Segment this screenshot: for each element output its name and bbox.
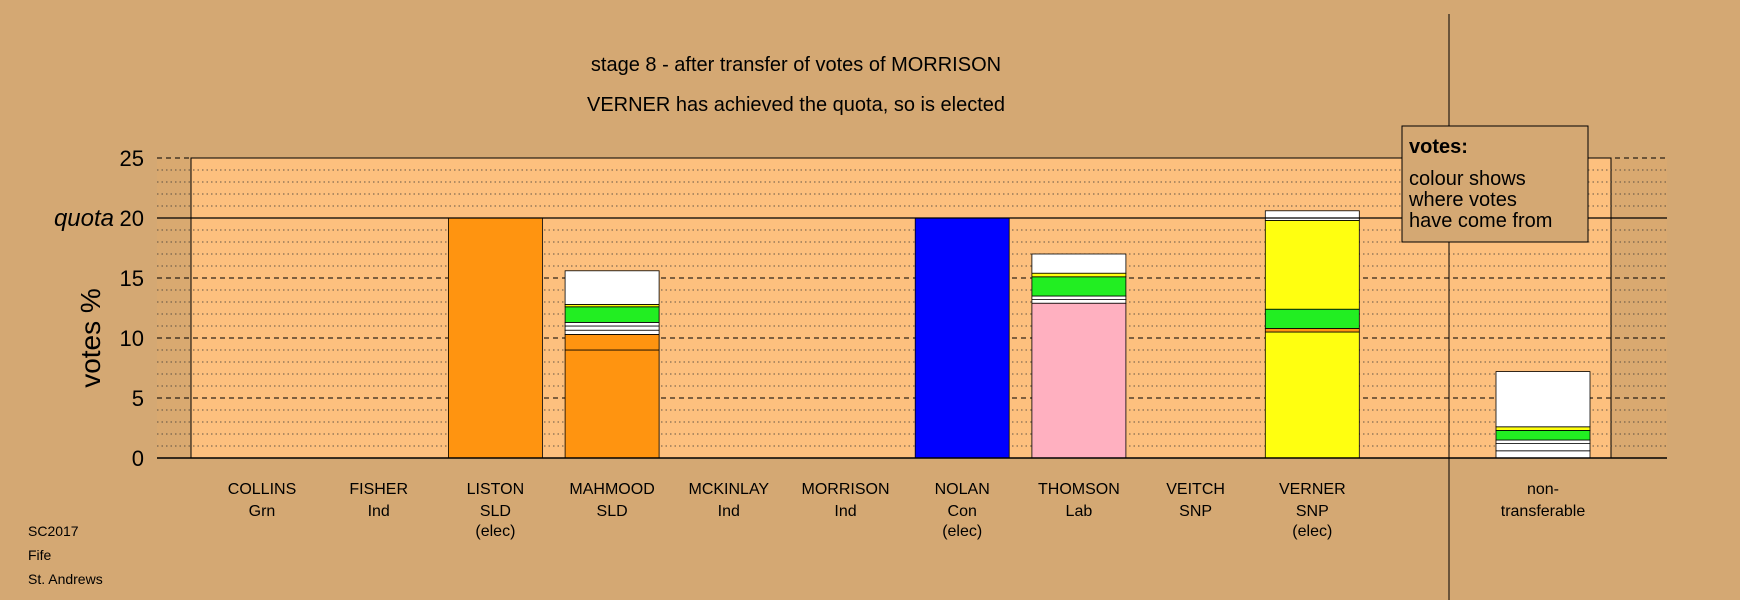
plot-inner: [190, 157, 1612, 459]
x-label-veitch-party: SNP: [1179, 503, 1212, 520]
x-label-liston-party: SLD: [480, 503, 511, 520]
bar-verner-segment-4: [1264, 219, 1360, 310]
x-label-verner-name: VERNER: [1279, 481, 1346, 498]
x-label-collins-party: Grn: [249, 503, 276, 520]
x-label-verner-party: SNP: [1296, 503, 1329, 520]
bar-nontransferable-segment-2: [1495, 443, 1591, 452]
x-label-verner-status: (elec): [1292, 523, 1332, 540]
bar-thomson-segment-6: [1031, 253, 1127, 274]
x-label-nolan-name: NOLAN: [935, 481, 990, 498]
y-tick-label: 10: [120, 326, 144, 351]
x-label-nolan-status: (elec): [942, 523, 982, 540]
x-label-nontransferable-2: transferable: [1501, 503, 1586, 520]
bar-thomson-segment-1: [1031, 302, 1127, 459]
x-label-collins-name: COLLINS: [228, 481, 296, 498]
y-tick-label: 5: [132, 386, 144, 411]
x-label-mckinlay-name: MCKINLAY: [688, 481, 769, 498]
x-label-thomson-party: Lab: [1066, 503, 1093, 520]
footer-council: Fife: [28, 547, 52, 563]
x-label-mahmood-party: SLD: [597, 503, 628, 520]
x-label-nolan-party: Con: [948, 503, 977, 520]
legend-line-2: where votes: [1408, 189, 1517, 211]
legend-box: votes: colour shows where votes have com…: [1401, 125, 1589, 243]
bar-mahmood-segment-2: [564, 333, 660, 351]
bar-thomson-segment-2: [1031, 299, 1127, 304]
y-tick-label: 15: [120, 266, 144, 291]
bar-verner-segment-2: [1264, 327, 1360, 333]
bar-mahmood-segment-5: [564, 321, 660, 327]
x-label-liston-status: (elec): [475, 523, 515, 540]
chart-title: stage 8 - after transfer of votes of MOR…: [591, 54, 1001, 76]
bar-thomson-segment-4: [1031, 276, 1127, 297]
bar-mahmood-segment-3: [564, 329, 660, 335]
bar-thomson-segment-3: [1031, 295, 1127, 300]
x-label-fisher-name: FISHER: [349, 481, 408, 498]
x-label-thomson-name: THOMSON: [1038, 481, 1120, 498]
footer-election: SC2017: [28, 523, 79, 539]
legend-line-1: colour shows: [1409, 168, 1526, 190]
x-label-fisher-party: Ind: [368, 503, 390, 520]
legend-line-3: have come from: [1409, 210, 1552, 232]
bar-verner-segment-3: [1264, 308, 1360, 329]
bar-nontransferable-segment-4: [1495, 429, 1591, 441]
x-label-mahmood-name: MAHMOOD: [569, 481, 654, 498]
bar-verner-segment-1: [1264, 331, 1360, 459]
bar-nontransferable-segment-3: [1495, 439, 1591, 444]
bar-mahmood-segment-6: [564, 306, 660, 323]
bar-nolan-segment-1: [914, 217, 1010, 459]
x-label-nontransferable-1: non-: [1527, 481, 1559, 498]
footer-ward: St. Andrews: [28, 571, 103, 587]
bar-thomson-segment-5: [1031, 272, 1127, 278]
x-label-liston-name: LISTON: [467, 481, 525, 498]
bar-nontransferable-segment-1: [1495, 450, 1591, 459]
chart-subtitle: VERNER has achieved the quota, so is ele…: [587, 94, 1005, 116]
x-label-veitch-name: VEITCH: [1166, 481, 1225, 498]
x-label-morrison-name: MORRISON: [802, 481, 890, 498]
y-tick-label: 0: [132, 446, 144, 471]
bar-liston-segment-1: [447, 217, 543, 459]
bar-mahmood-segment-1: [564, 349, 660, 459]
x-label-mckinlay-party: Ind: [718, 503, 740, 520]
bar-nontransferable-segment-5: [1495, 426, 1591, 431]
x-label-morrison-party: Ind: [834, 503, 856, 520]
bar-mahmood-segment-8: [564, 270, 660, 305]
legend-title: votes:: [1409, 136, 1468, 158]
bar-mahmood-segment-4: [564, 325, 660, 331]
bar-verner-segment-5: [1264, 210, 1360, 221]
x-axis-labels: COLLINS Grn FISHER Ind LISTON SLD (elec) MAHMOO…: [228, 481, 1586, 540]
bars: [447, 210, 1591, 459]
y-tick-label: 20: [120, 206, 144, 231]
y-tick-label: 25: [120, 146, 144, 171]
y-axis-label: votes %: [75, 288, 106, 388]
bar-nontransferable-segment-6: [1495, 371, 1591, 428]
quota-label: quota: [54, 205, 114, 232]
